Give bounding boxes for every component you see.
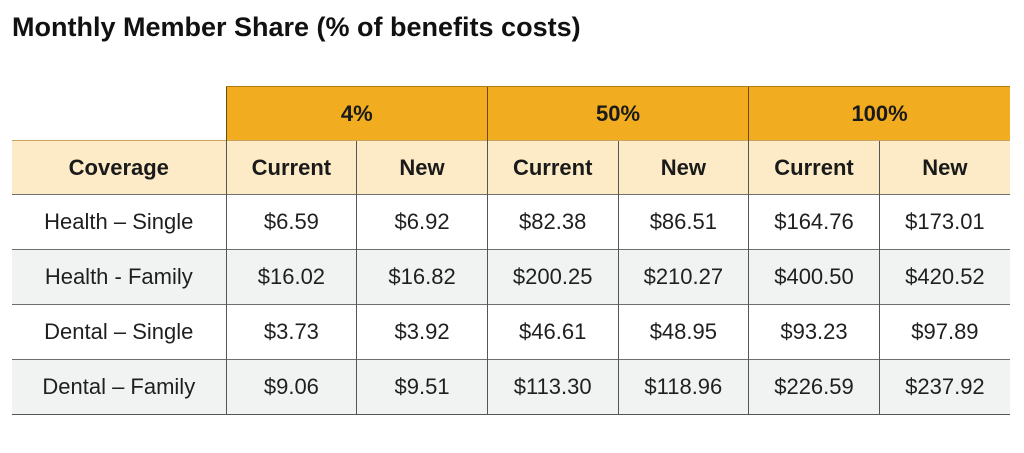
table-row: Health – Single $6.59 $6.92 $82.38 $86.5… xyxy=(12,194,1010,250)
blank-header-cell xyxy=(12,86,227,141)
column-header-current: Current xyxy=(748,140,880,195)
column-header-new: New xyxy=(617,140,749,195)
value-cell: $9.06 xyxy=(225,359,357,415)
value-cell: $93.23 xyxy=(748,304,880,360)
coverage-cell: Dental – Single xyxy=(12,304,227,360)
value-cell: $400.50 xyxy=(748,249,880,305)
value-cell: $3.92 xyxy=(356,304,488,360)
table-row: Health - Family $16.02 $16.82 $200.25 $2… xyxy=(12,249,1010,305)
table-row: Dental – Family $9.06 $9.51 $113.30 $118… xyxy=(12,359,1010,415)
value-cell: $200.25 xyxy=(486,249,619,305)
value-cell: $6.92 xyxy=(356,194,488,250)
value-cell: $118.96 xyxy=(617,359,749,415)
value-cell: $6.59 xyxy=(225,194,357,250)
group-header-row: 4% 50% 100% xyxy=(12,86,1010,141)
column-header-coverage: Coverage xyxy=(12,140,227,195)
value-cell: $46.61 xyxy=(486,304,619,360)
value-cell: $3.73 xyxy=(225,304,357,360)
value-cell: $113.30 xyxy=(486,359,619,415)
member-share-table: 4% 50% 100% Coverage Current New Current… xyxy=(12,86,1010,415)
value-cell: $210.27 xyxy=(617,249,749,305)
value-cell: $420.52 xyxy=(878,249,1010,305)
value-cell: $82.38 xyxy=(486,194,619,250)
value-cell: $86.51 xyxy=(617,194,749,250)
value-cell: $173.01 xyxy=(878,194,1010,250)
value-cell: $97.89 xyxy=(878,304,1010,360)
value-cell: $226.59 xyxy=(748,359,880,415)
table-row: Dental – Single $3.73 $3.92 $46.61 $48.9… xyxy=(12,304,1010,360)
value-cell: $164.76 xyxy=(748,194,880,250)
group-header-4-percent: 4% xyxy=(225,86,488,141)
column-header-new: New xyxy=(878,140,1010,195)
value-cell: $9.51 xyxy=(356,359,488,415)
coverage-cell: Health – Single xyxy=(12,194,227,250)
group-header-100-percent: 100% xyxy=(748,86,1010,141)
coverage-cell: Dental – Family xyxy=(12,359,227,415)
value-cell: $16.02 xyxy=(225,249,357,305)
value-cell: $16.82 xyxy=(356,249,488,305)
group-header-50-percent: 50% xyxy=(486,86,749,141)
column-header-current: Current xyxy=(486,140,619,195)
column-header-row: Coverage Current New Current New Current… xyxy=(12,140,1010,195)
value-cell: $48.95 xyxy=(617,304,749,360)
column-header-new: New xyxy=(356,140,488,195)
column-header-current: Current xyxy=(225,140,357,195)
coverage-cell: Health - Family xyxy=(12,249,227,305)
page-title: Monthly Member Share (% of benefits cost… xyxy=(12,12,581,42)
value-cell: $237.92 xyxy=(878,359,1010,415)
